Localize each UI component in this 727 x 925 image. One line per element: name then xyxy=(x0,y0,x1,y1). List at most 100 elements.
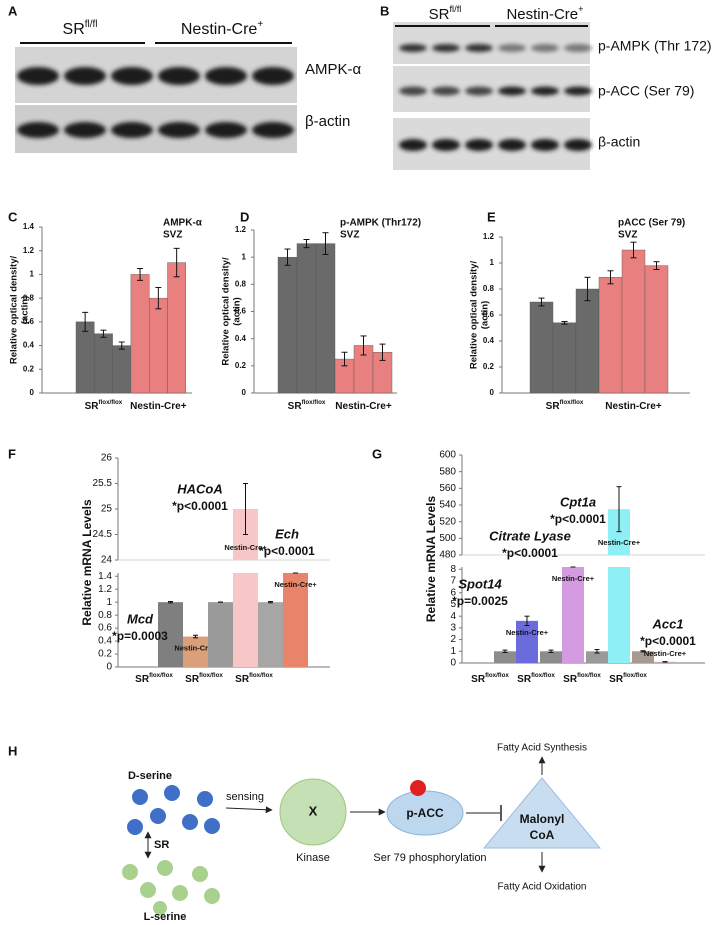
y-tick-label: 0 xyxy=(30,388,35,397)
y-tick-label: 0 xyxy=(490,388,495,397)
y-tick-label: 0.6 xyxy=(483,310,495,319)
group-label: SRflox/flox xyxy=(288,399,326,412)
bar xyxy=(233,573,258,667)
band xyxy=(399,86,427,96)
band xyxy=(111,122,153,138)
panel-label: D xyxy=(240,209,249,224)
error-bar xyxy=(616,486,622,533)
y-tick-label: 500 xyxy=(439,533,456,544)
y-axis-label: Relative optical density/ xyxy=(9,256,20,365)
label-text: SR xyxy=(609,674,624,685)
y-tick-label: 5 xyxy=(450,599,456,610)
y-tick-label: 560 xyxy=(439,483,456,494)
bar xyxy=(148,297,168,394)
label-sup: flox/flox xyxy=(249,672,273,679)
blot-label: p-AMPK (Thr 172) xyxy=(598,38,712,54)
band xyxy=(498,44,526,52)
band xyxy=(531,139,559,151)
group-label: SRflox/flox xyxy=(185,672,223,685)
band xyxy=(205,67,247,85)
group-label: SRflox/flox xyxy=(517,672,555,685)
bar xyxy=(208,602,233,667)
y-tick-label: 24.5 xyxy=(93,529,113,540)
group-label: SRflox/flox xyxy=(135,672,173,685)
bar xyxy=(494,651,516,663)
bar xyxy=(112,345,132,394)
error-bar xyxy=(173,247,180,278)
annotation: p-AMPK (Thr172) xyxy=(340,218,421,229)
y-tick-label: 0.6 xyxy=(235,307,247,316)
bar-label: Nestin-Cre+ xyxy=(506,628,549,637)
y-tick-label: 0.4 xyxy=(98,636,112,647)
band xyxy=(111,67,153,85)
annotation: AMPK-α xyxy=(163,218,203,229)
label-text: SR xyxy=(85,401,100,412)
y-axis-label: (actin) xyxy=(232,297,243,326)
label-sup: flox/flox xyxy=(149,672,173,679)
band xyxy=(432,44,460,52)
band xyxy=(17,67,59,85)
group-label: SRflox/flox xyxy=(563,672,601,685)
panel-label: A xyxy=(8,3,18,18)
band xyxy=(158,122,200,138)
blot-label: p-ACC (Ser 79) xyxy=(598,83,694,99)
blot-label: β-actin xyxy=(598,134,640,150)
bar xyxy=(575,288,600,394)
kinase-symbol: X xyxy=(309,803,318,818)
bar xyxy=(529,301,554,394)
blot-row xyxy=(15,105,297,153)
error-bar xyxy=(303,239,310,249)
panel-label: B xyxy=(380,3,389,18)
y-tick-label: 0.2 xyxy=(23,364,35,373)
error-bar xyxy=(118,341,125,350)
blot-row xyxy=(15,47,297,103)
error-bar xyxy=(341,351,348,367)
y-axis-label: Relative optical density/ xyxy=(221,257,232,366)
l-serine-label: L-serine xyxy=(144,911,187,923)
band xyxy=(465,86,493,96)
label-text: SR xyxy=(135,674,150,685)
bar xyxy=(586,651,608,663)
y-tick-label: 1.2 xyxy=(23,246,35,255)
error-bar xyxy=(360,335,367,356)
error-bar xyxy=(137,268,144,281)
label-sup: flox/flox xyxy=(485,672,509,679)
p-value: *p<0.0001 xyxy=(172,499,228,513)
annotation: SVZ xyxy=(163,230,182,241)
y-tick-label: 0.4 xyxy=(235,334,247,343)
y-tick-label: 0.8 xyxy=(483,284,495,293)
band xyxy=(17,122,59,138)
label-text: SR xyxy=(471,674,486,685)
label-text: Nestin-Cre xyxy=(506,6,578,23)
y-tick-label: 0.2 xyxy=(98,649,112,660)
label-sup: flox/flox xyxy=(99,399,123,406)
bar xyxy=(94,333,113,394)
p-value: *p<0.0001 xyxy=(259,544,315,558)
y-axis-label: Relative mRNA Levels xyxy=(80,499,94,626)
label-sup: + xyxy=(257,19,263,30)
band xyxy=(399,44,427,52)
y-axis-label: Relative optical density/ xyxy=(469,261,480,370)
label-text: Nestin-Cre xyxy=(181,21,258,38)
y-tick-label: 0 xyxy=(242,388,247,397)
label-text: SR xyxy=(563,674,578,685)
error-bar xyxy=(502,649,508,653)
phosphate xyxy=(410,780,426,796)
label-sup: flox/flox xyxy=(623,672,647,679)
bar xyxy=(283,573,308,667)
band xyxy=(64,67,106,85)
label-text: Nestin-Cre+ xyxy=(335,401,392,412)
y-tick-label: 580 xyxy=(439,466,456,477)
band xyxy=(564,139,592,151)
p-value: *p=0.0003 xyxy=(112,629,168,643)
panel-label: H xyxy=(8,743,17,758)
y-tick-label: 1.4 xyxy=(98,571,112,582)
y-tick-label: 0.4 xyxy=(483,336,495,345)
band xyxy=(432,86,460,96)
group-label: SRflox/flox xyxy=(85,399,123,412)
error-bar xyxy=(268,601,273,604)
bar xyxy=(296,243,317,394)
band xyxy=(564,86,592,96)
bar xyxy=(562,567,584,663)
